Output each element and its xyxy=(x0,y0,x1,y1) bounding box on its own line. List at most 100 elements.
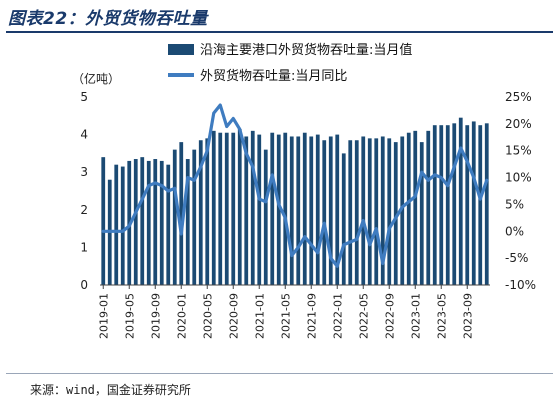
bar xyxy=(101,157,106,285)
bar xyxy=(146,160,151,285)
bar xyxy=(276,134,281,285)
right-tick-label: 0% xyxy=(505,224,524,238)
bar xyxy=(179,142,184,285)
bar xyxy=(465,125,470,285)
yoy-line xyxy=(101,103,489,268)
bar xyxy=(133,159,138,285)
x-tick-label: 2019-05 xyxy=(123,293,136,339)
bar xyxy=(270,132,275,285)
bar xyxy=(283,132,288,285)
bar xyxy=(250,130,255,285)
bar xyxy=(211,130,216,285)
right-tick-label: 15% xyxy=(505,144,532,158)
bar xyxy=(205,138,210,285)
left-tick-label: 3 xyxy=(80,165,88,179)
bar xyxy=(484,123,489,285)
bar xyxy=(452,123,457,285)
x-axis-ticks: 2019-01 2019-05 2019-09 2020-01 2020-05 2020-… xyxy=(97,285,474,339)
bar xyxy=(140,157,145,285)
left-tick-label: 4 xyxy=(80,128,88,142)
bar xyxy=(309,136,314,285)
x-tick-label: 2023-05 xyxy=(435,293,448,339)
bar xyxy=(432,125,437,285)
x-tick-label: 2020-09 xyxy=(227,293,240,339)
bar xyxy=(322,140,327,285)
left-tick-label: 5 xyxy=(80,90,88,104)
x-tick-label: 2021-09 xyxy=(305,293,318,339)
left-axis-ticks: 0 1 2 3 4 5 xyxy=(80,90,88,292)
bar xyxy=(426,130,431,285)
legend-label-line: 外贸货物吞吐量:当月同比 xyxy=(200,68,347,84)
bar xyxy=(439,125,444,285)
x-tick-label: 2023-09 xyxy=(461,293,474,339)
right-tick-label: 5% xyxy=(505,197,524,211)
left-axis-unit-label: （亿吨） xyxy=(72,71,120,86)
right-tick-label: -10% xyxy=(505,278,536,292)
bar xyxy=(328,136,333,285)
bar xyxy=(380,136,385,285)
bar xyxy=(335,134,340,285)
x-tick-label: 2022-05 xyxy=(357,293,370,339)
x-tick-label: 2019-01 xyxy=(97,293,110,339)
bar xyxy=(471,121,476,285)
bar xyxy=(166,164,171,285)
bar xyxy=(387,138,392,285)
right-tick-label: 20% xyxy=(505,117,532,131)
bar xyxy=(289,136,294,285)
bar xyxy=(114,164,119,285)
bar xyxy=(153,159,158,285)
left-tick-label: 0 xyxy=(80,278,88,292)
x-tick-label: 2021-05 xyxy=(279,293,292,339)
bar xyxy=(302,132,307,285)
bar xyxy=(244,136,249,285)
bar xyxy=(224,132,229,285)
bar xyxy=(419,142,424,285)
footer-rule xyxy=(6,373,553,374)
bar xyxy=(400,136,405,285)
left-tick-label: 1 xyxy=(80,240,88,254)
bar xyxy=(185,159,190,285)
bar xyxy=(159,160,164,285)
bar xyxy=(315,134,320,285)
bar xyxy=(393,142,398,285)
bar-series xyxy=(101,117,489,286)
title-rule xyxy=(6,31,553,33)
bar xyxy=(296,136,301,285)
x-tick-label: 2020-01 xyxy=(175,293,188,339)
bar xyxy=(374,138,379,285)
right-tick-label: 25% xyxy=(505,90,532,104)
left-tick-label: 2 xyxy=(80,203,88,217)
legend-bar-swatch xyxy=(168,44,194,55)
bar xyxy=(406,132,411,285)
source-note: 来源：wind，国金证券研究所 xyxy=(30,383,191,397)
bar xyxy=(237,128,242,285)
x-tick-label: 2023-01 xyxy=(409,293,422,339)
x-tick-label: 2022-09 xyxy=(383,293,396,339)
bar xyxy=(120,166,125,285)
bar xyxy=(172,149,177,285)
right-tick-label: -5% xyxy=(505,251,528,265)
x-tick-label: 2020-05 xyxy=(201,293,214,339)
bar xyxy=(367,138,372,285)
bar xyxy=(458,117,463,286)
bar xyxy=(361,136,366,285)
right-axis-ticks: -10% -5% 0% 5% 10% 15% 20% 25% xyxy=(505,90,536,292)
bar xyxy=(257,134,262,285)
bar xyxy=(354,140,359,285)
x-tick-label: 2022-01 xyxy=(331,293,344,339)
bar xyxy=(218,132,223,285)
line-series xyxy=(101,103,489,268)
bar xyxy=(445,125,450,285)
bar xyxy=(231,132,236,285)
bar xyxy=(413,130,418,285)
bar xyxy=(348,140,353,285)
right-tick-label: 10% xyxy=(505,171,532,185)
bar xyxy=(263,149,268,285)
x-tick-label: 2021-01 xyxy=(253,293,266,339)
bar xyxy=(192,149,197,285)
x-tick-label: 2019-09 xyxy=(149,293,162,339)
bar xyxy=(478,125,483,285)
legend-label-bar: 沿海主要港口外贸货物吞吐量:当月值 xyxy=(200,42,412,58)
